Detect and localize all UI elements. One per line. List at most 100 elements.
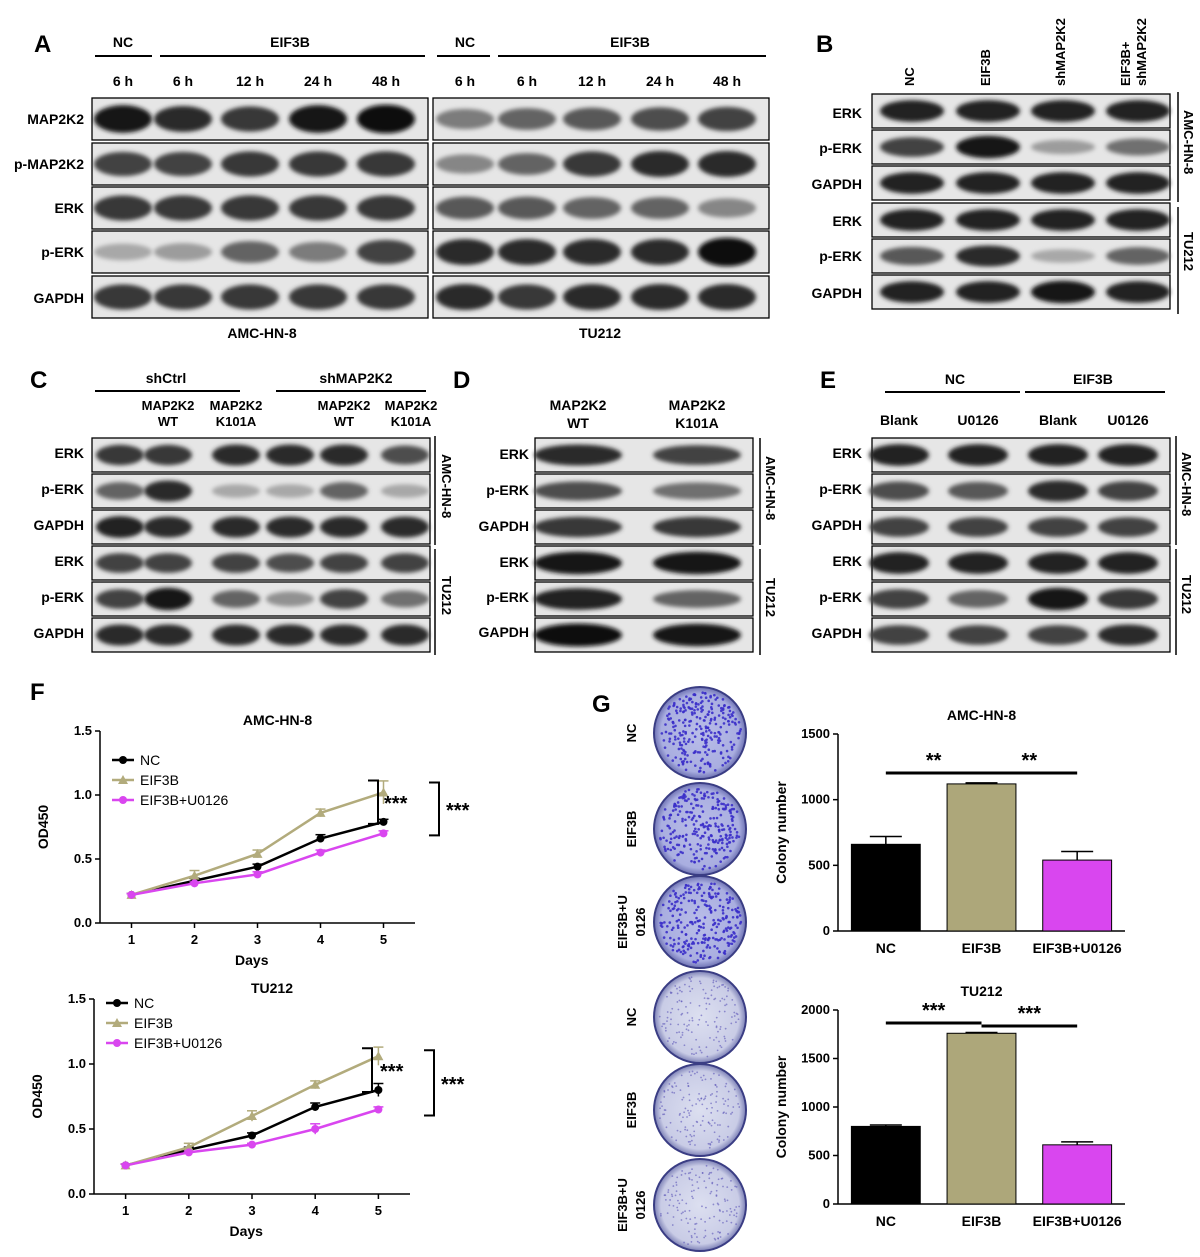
colony-dot <box>659 913 663 917</box>
colony-dot <box>687 1172 690 1175</box>
colony-dot <box>719 813 723 817</box>
panel-a-eif3b-label: EIF3B <box>270 34 310 50</box>
y-tick-label: 0.5 <box>74 851 92 866</box>
colony-dot <box>679 734 682 737</box>
blot-band <box>698 283 756 311</box>
colony-dot <box>735 831 739 834</box>
colony-dot <box>683 724 687 728</box>
colony-dot <box>674 724 677 728</box>
colony-dot <box>696 1240 699 1243</box>
colony-dot <box>700 1097 703 1100</box>
colony-dot <box>693 860 696 864</box>
colony-dot <box>728 898 732 902</box>
colony-dot <box>707 748 711 752</box>
colony-dot <box>672 1185 675 1187</box>
colony-dot <box>716 803 720 807</box>
y-axis-label: OD450 <box>35 805 51 850</box>
colony-dot <box>669 909 672 913</box>
colony-dot <box>711 1119 714 1122</box>
colony-dot <box>669 1121 672 1124</box>
colony-dot <box>689 1143 692 1146</box>
colony-dot <box>724 1085 727 1088</box>
panel-a-nc-label-right: NC <box>455 34 475 50</box>
colony-dot <box>723 1198 726 1201</box>
colony-dot <box>697 859 701 863</box>
colony-dot <box>684 824 688 827</box>
colony-dot <box>726 845 729 849</box>
blot-band <box>212 484 260 498</box>
colony-dot <box>695 908 698 912</box>
colony-dot <box>698 1004 701 1007</box>
colony-dot <box>709 1094 712 1096</box>
colony-dot <box>731 823 735 827</box>
colony-dot <box>710 855 714 858</box>
colony-dot <box>669 841 672 844</box>
colony-dot <box>692 960 695 964</box>
colony-dot <box>698 980 701 983</box>
colony-dot <box>690 711 694 714</box>
colony-dot <box>698 717 702 720</box>
blot-band <box>956 209 1020 231</box>
colony-dot <box>680 990 683 993</box>
colony-dot <box>671 1042 674 1045</box>
colony-dot <box>678 986 681 989</box>
colony-dot <box>659 837 662 841</box>
colony-dot <box>664 1027 667 1029</box>
colony-dot <box>678 834 681 838</box>
colony-dot <box>687 884 690 887</box>
colony-dot <box>726 803 730 807</box>
colony-dot <box>691 1168 693 1170</box>
colony-dot <box>723 949 727 953</box>
colony-dot <box>695 722 699 726</box>
colony-dot <box>714 892 717 895</box>
colony-dot <box>683 757 687 761</box>
colony-dot <box>736 906 740 910</box>
blot-band <box>357 195 415 221</box>
colony-dot <box>723 1035 726 1038</box>
colony-dot <box>682 1096 685 1099</box>
blot-band <box>698 106 756 132</box>
colony-dot <box>730 748 734 751</box>
colony-dot <box>689 885 693 889</box>
colony-dot <box>729 833 732 837</box>
blot-band <box>94 195 152 221</box>
colony-dot <box>663 921 666 924</box>
blot-band <box>144 624 192 646</box>
colony-dot <box>730 1179 732 1182</box>
colony-dot <box>675 1031 678 1034</box>
colony-dot <box>733 1214 736 1217</box>
plate-label: EIF3B+U <box>615 1178 630 1232</box>
colony-dot <box>730 908 734 912</box>
colony-dot <box>719 1000 722 1002</box>
colony-dot <box>719 751 723 754</box>
blot-band <box>1031 172 1095 194</box>
colony-plate <box>653 875 747 969</box>
colony-dot <box>697 1098 699 1100</box>
colony-dot <box>721 716 725 719</box>
colony-dot <box>722 1112 725 1114</box>
x-axis-label: Days <box>229 1223 263 1239</box>
blot-band <box>266 484 314 498</box>
colony-dot <box>724 804 728 807</box>
blot-band <box>289 195 347 221</box>
colony-dot <box>711 838 715 842</box>
colony-dot <box>667 1089 669 1091</box>
colony-dot <box>685 810 688 814</box>
colony-dot <box>700 1076 702 1079</box>
panel-c-row-label: GAPDH <box>33 625 84 641</box>
colony-dot <box>720 709 723 713</box>
colony-dot <box>707 892 711 895</box>
x-category-label: EIF3B+U0126 <box>1033 1213 1122 1229</box>
colony-dot <box>726 941 730 945</box>
x-tick-label: 5 <box>375 1203 382 1218</box>
blot-band <box>320 589 368 609</box>
blot-band <box>381 624 429 646</box>
colony-dot <box>709 695 712 699</box>
colony-dot <box>669 837 673 841</box>
legend-marker <box>113 1039 121 1047</box>
x-tick-label: 4 <box>312 1203 320 1218</box>
colony-dot <box>667 1191 670 1194</box>
colony-dot <box>698 1046 701 1048</box>
colony-dot <box>708 1172 711 1174</box>
colony-dot <box>728 836 731 840</box>
